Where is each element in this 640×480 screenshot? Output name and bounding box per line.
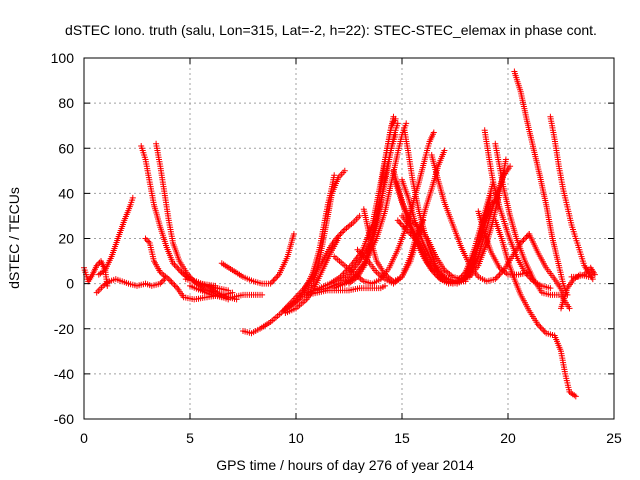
series-38 <box>526 231 567 296</box>
series-markers <box>547 113 596 283</box>
series-markers <box>282 172 338 312</box>
series-40 <box>568 264 598 280</box>
series-37 <box>462 194 501 276</box>
series-33 <box>511 68 571 298</box>
x-tick-label: 15 <box>394 430 410 446</box>
x-tick-label: 10 <box>288 430 304 446</box>
series-32 <box>492 140 573 312</box>
series-14 <box>282 172 338 312</box>
y-tick-label: 20 <box>58 231 74 247</box>
axis-ticks: 0 5 10 15 20 25 -60 -40 -20 0 20 40 60 80 100 <box>51 50 622 446</box>
x-tick-label: 25 <box>606 430 622 446</box>
y-axis-label: dSTEC / TECUs <box>6 187 22 289</box>
series-35 <box>492 217 579 400</box>
series-20 <box>346 131 399 287</box>
series-markers <box>178 269 232 294</box>
y-tick-label: 100 <box>51 50 75 66</box>
series-markers <box>346 131 399 287</box>
series-10 <box>218 231 297 287</box>
x-axis-label: GPS time / hours of day 276 of year 2014 <box>216 457 474 473</box>
series-2 <box>93 276 168 296</box>
x-tick-label: 0 <box>80 430 88 446</box>
y-tick-label: 0 <box>66 276 74 292</box>
chart-title: dSTEC Iono. truth (salu, Lon=315, Lat=-2… <box>65 22 597 38</box>
y-tick-label: -60 <box>54 411 74 427</box>
series-markers <box>218 231 297 287</box>
y-tick-label: 60 <box>58 140 74 156</box>
series-9 <box>178 269 232 294</box>
series-markers <box>511 68 571 298</box>
data-points <box>81 68 598 400</box>
series-markers <box>568 264 598 280</box>
y-tick-label: -40 <box>54 366 74 382</box>
series-markers <box>462 194 501 276</box>
series-markers <box>93 276 168 296</box>
series-markers <box>492 140 573 312</box>
series-3 <box>95 194 136 278</box>
y-tick-label: 80 <box>58 95 74 111</box>
x-tick-label: 5 <box>186 430 194 446</box>
series-markers <box>95 194 136 278</box>
series-34 <box>547 113 596 283</box>
series-markers <box>492 217 579 400</box>
y-tick-label: -20 <box>54 321 74 337</box>
x-tick-label: 20 <box>500 430 516 446</box>
y-tick-label: 40 <box>58 185 74 201</box>
series-markers <box>526 231 567 296</box>
